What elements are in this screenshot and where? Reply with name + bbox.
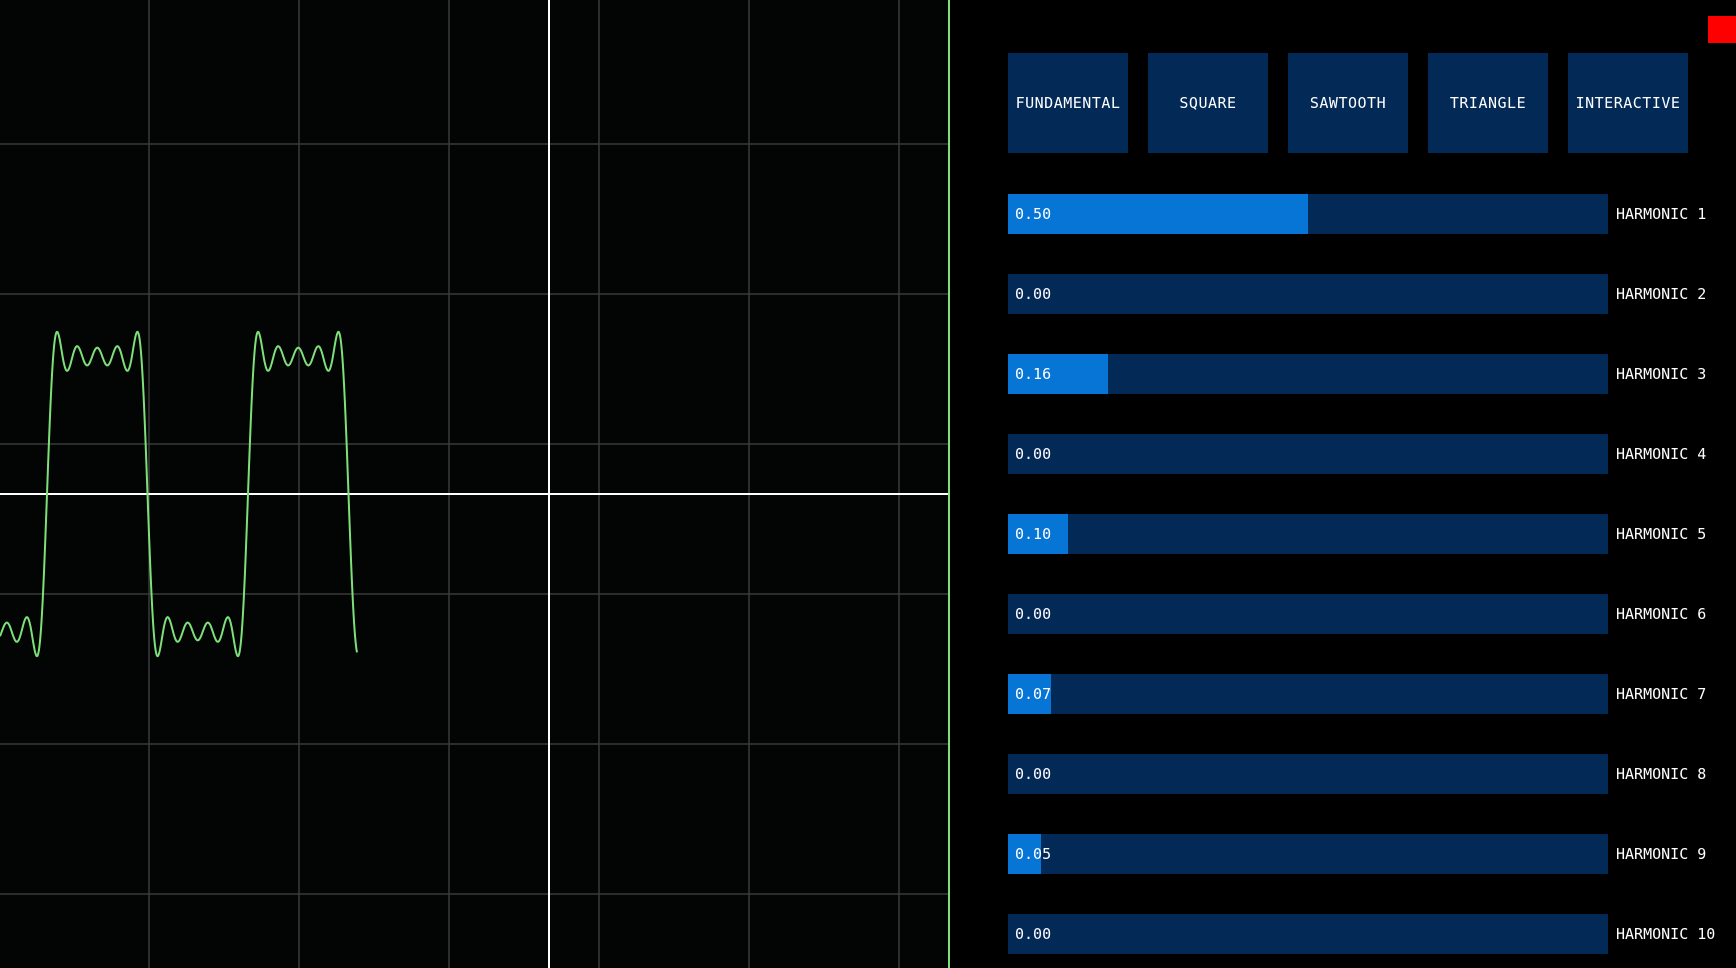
- scope-grid: [0, 0, 950, 968]
- harmonic-1-row: 0.50 HARMONIC 1: [1008, 194, 1715, 234]
- harmonic-2-label: HARMONIC 2: [1616, 285, 1707, 303]
- harmonic-8-value: 0.00: [1015, 765, 1052, 783]
- harmonic-6-row: 0.00 HARMONIC 6: [1008, 594, 1715, 634]
- harmonic-4-slider[interactable]: 0.00: [1008, 434, 1608, 474]
- harmonic-sliders: 0.50 HARMONIC 1 0.00 HARMONIC 2 0.16 HAR…: [1008, 194, 1715, 968]
- harmonic-2-value: 0.00: [1015, 285, 1052, 303]
- harmonic-7-slider[interactable]: 0.07: [1008, 674, 1608, 714]
- harmonic-1-value: 0.50: [1015, 205, 1052, 223]
- harmonic-10-label: HARMONIC 10: [1616, 925, 1716, 943]
- harmonic-9-slider[interactable]: 0.05: [1008, 834, 1608, 874]
- scope-axes: [0, 0, 950, 968]
- harmonic-3-value: 0.16: [1015, 365, 1052, 383]
- harmonic-7-fill: [1008, 674, 1051, 714]
- harmonic-2-row: 0.00 HARMONIC 2: [1008, 274, 1715, 314]
- preset-buttons: FUNDAMENTAL SQUARE SAWTOOTH TRIANGLE INT…: [1008, 53, 1688, 153]
- preset-fundamental-button[interactable]: FUNDAMENTAL: [1008, 53, 1128, 153]
- harmonic-2-slider[interactable]: 0.00: [1008, 274, 1608, 314]
- harmonic-8-row: 0.00 HARMONIC 8: [1008, 754, 1715, 794]
- harmonic-9-label: HARMONIC 9: [1616, 845, 1707, 863]
- harmonic-3-fill: [1008, 354, 1108, 394]
- harmonic-3-slider[interactable]: 0.16: [1008, 354, 1608, 394]
- harmonic-10-value: 0.00: [1015, 925, 1052, 943]
- harmonic-3-label: HARMONIC 3: [1616, 365, 1707, 383]
- harmonic-5-value: 0.10: [1015, 525, 1052, 543]
- harmonic-9-row: 0.05 HARMONIC 9: [1008, 834, 1715, 874]
- harmonic-5-label: HARMONIC 5: [1616, 525, 1707, 543]
- harmonic-7-row: 0.07 HARMONIC 7: [1008, 674, 1715, 714]
- harmonic-1-slider[interactable]: 0.50: [1008, 194, 1608, 234]
- harmonic-5-fill: [1008, 514, 1068, 554]
- harmonic-4-row: 0.00 HARMONIC 4: [1008, 434, 1715, 474]
- harmonic-3-row: 0.16 HARMONIC 3: [1008, 354, 1715, 394]
- waveform-trace: [0, 330, 358, 658]
- harmonic-7-value: 0.07: [1015, 685, 1052, 703]
- harmonic-10-row: 0.00 HARMONIC 10: [1008, 914, 1715, 954]
- harmonic-4-label: HARMONIC 4: [1616, 445, 1707, 463]
- harmonic-9-value: 0.05: [1015, 845, 1052, 863]
- harmonic-8-slider[interactable]: 0.00: [1008, 754, 1608, 794]
- preset-triangle-button[interactable]: TRIANGLE: [1428, 53, 1548, 153]
- harmonic-6-value: 0.00: [1015, 605, 1052, 623]
- control-panel: FUNDAMENTAL SQUARE SAWTOOTH TRIANGLE INT…: [950, 0, 1736, 968]
- oscilloscope-display: [0, 0, 950, 968]
- harmonic-1-fill: [1008, 194, 1308, 234]
- preset-interactive-button[interactable]: INTERACTIVE: [1568, 53, 1688, 153]
- harmonic-10-slider[interactable]: 0.00: [1008, 914, 1608, 954]
- harmonic-9-fill: [1008, 834, 1041, 874]
- harmonic-6-label: HARMONIC 6: [1616, 605, 1707, 623]
- harmonic-5-row: 0.10 HARMONIC 5: [1008, 514, 1715, 554]
- harmonic-7-label: HARMONIC 7: [1616, 685, 1707, 703]
- preset-sawtooth-button[interactable]: SAWTOOTH: [1288, 53, 1408, 153]
- harmonic-4-value: 0.00: [1015, 445, 1052, 463]
- harmonic-8-label: HARMONIC 8: [1616, 765, 1707, 783]
- harmonic-5-slider[interactable]: 0.10: [1008, 514, 1608, 554]
- harmonic-6-slider[interactable]: 0.00: [1008, 594, 1608, 634]
- waveform-plot: [0, 0, 950, 968]
- status-indicator: [1708, 16, 1736, 43]
- preset-square-button[interactable]: SQUARE: [1148, 53, 1268, 153]
- harmonic-1-label: HARMONIC 1: [1616, 205, 1707, 223]
